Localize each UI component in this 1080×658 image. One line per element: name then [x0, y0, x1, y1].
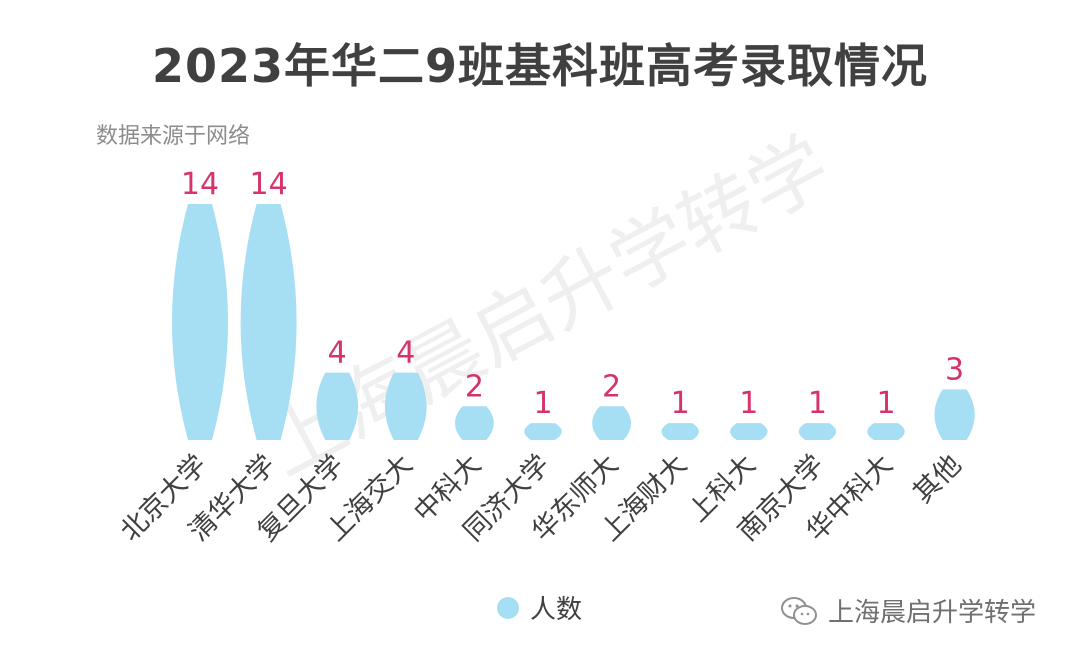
data-label: 1 [533, 386, 552, 421]
data-label: 14 [181, 167, 219, 202]
data-label: 14 [250, 167, 288, 202]
bar-华东师大 [592, 406, 632, 440]
data-label: 1 [739, 386, 758, 421]
data-label: 1 [876, 386, 895, 421]
data-label: 1 [671, 386, 690, 421]
data-label: 2 [602, 369, 621, 404]
data-label: 2 [465, 369, 484, 404]
legend-label: 人数 [530, 595, 582, 625]
bar-北京大学 [172, 204, 228, 440]
data-label: 4 [328, 336, 347, 371]
bar-清华大学 [240, 204, 297, 440]
bar-华中科大 [867, 423, 905, 440]
bar-上科大 [730, 423, 768, 440]
chart-subtitle: 数据来源于网络 [96, 124, 251, 149]
bar-上海交大 [384, 372, 427, 440]
data-label: 3 [945, 352, 964, 387]
bar-中科大 [454, 406, 494, 440]
x-tick-label: 其他 [907, 449, 967, 509]
data-label: 4 [396, 336, 415, 371]
legend-marker [497, 597, 519, 619]
source-text: 上海晨启升学转学 [828, 598, 1037, 628]
bar-其他 [934, 389, 975, 440]
bar-上海财大 [661, 423, 699, 440]
wechat-icon [781, 596, 817, 625]
source-credit: 上海晨启升学转学 [780, 592, 1036, 629]
data-label: 1 [808, 386, 827, 421]
chart-title: 2023年华二9班基科班高考录取情况 [151, 39, 929, 93]
bar-复旦大学 [316, 372, 359, 440]
bar-同济大学 [524, 423, 562, 440]
bar-南京大学 [798, 423, 837, 440]
